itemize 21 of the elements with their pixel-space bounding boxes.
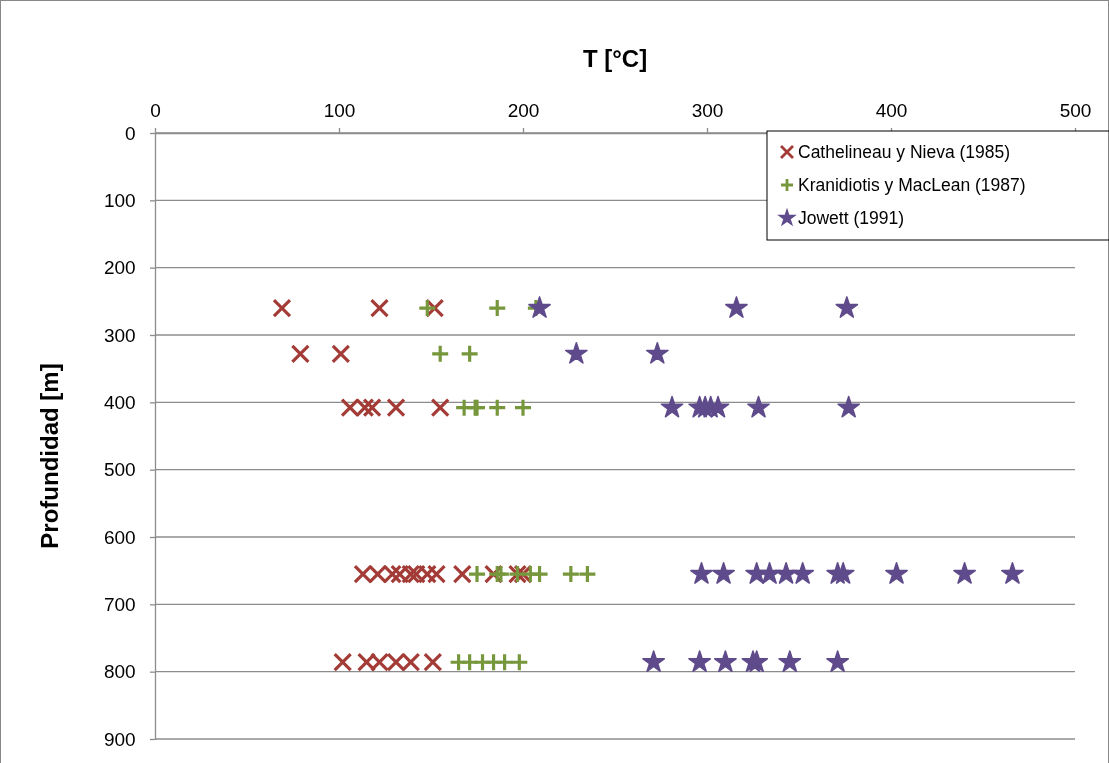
x-tick-label: 500 (1059, 100, 1092, 122)
y-tick-label: 500 (103, 459, 136, 481)
legend-label: Kranidiotis y MacLean (1987) (798, 175, 1026, 195)
y-tick-label: 900 (103, 728, 136, 750)
legend-label: Cathelineau y Nieva (1985) (798, 142, 1011, 162)
legend-label: Jowett (1991) (798, 208, 905, 228)
x-tick-label: 0 (150, 100, 161, 122)
x-tick-label: 400 (875, 100, 908, 122)
y-tick-label: 200 (103, 257, 136, 279)
x-tick-label: 200 (507, 100, 540, 122)
y-tick-label: 600 (103, 526, 136, 548)
y-tick-label: 700 (103, 593, 136, 615)
x-axis-title: T [°C] (582, 45, 648, 72)
x-tick-label: 300 (691, 100, 724, 122)
x-tick-label: 100 (323, 100, 356, 122)
y-tick-label: 300 (103, 324, 136, 346)
y-tick-label: 800 (103, 661, 136, 683)
y-tick-label: 400 (103, 391, 136, 413)
y-tick-label: 0 (125, 122, 136, 144)
y-tick-label: 100 (103, 189, 136, 211)
y-axis-title: Profundidad [m] (36, 363, 63, 549)
